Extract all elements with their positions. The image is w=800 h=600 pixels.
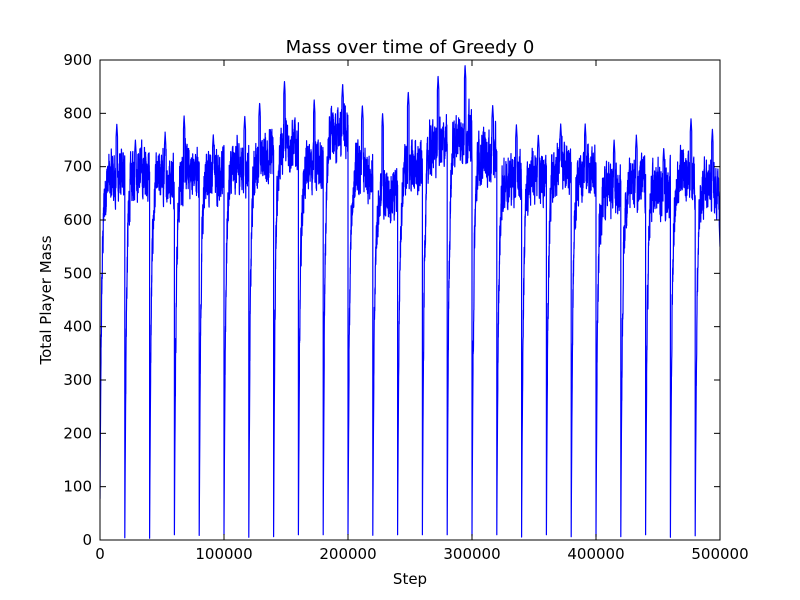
y-tick-label: 900	[63, 51, 92, 69]
series-group	[100, 65, 720, 539]
y-tick-label: 200	[63, 424, 92, 442]
x-tick-label: 200000	[319, 545, 376, 563]
y-tick-label: 500	[63, 264, 92, 282]
y-tick-label: 600	[63, 211, 92, 229]
y-tick-label: 0	[82, 531, 92, 549]
y-axis-title: Total Player Mass	[37, 235, 55, 365]
y-axis: 0 100 200 300 400 500 600 700 800 900	[63, 51, 720, 549]
y-tick-label: 100	[63, 478, 92, 496]
x-tick-label: 0	[95, 545, 105, 563]
x-axis-title: Step	[393, 570, 427, 588]
plot-area: 0 100000 200000 300000 400000 500000 0 100 200 3…	[63, 51, 748, 563]
x-tick-label: 300000	[443, 545, 500, 563]
series-line	[100, 65, 720, 539]
y-tick-label: 700	[63, 158, 92, 176]
x-axis: 0 100000 200000 300000 400000 500000	[95, 60, 749, 563]
x-tick-label: 100000	[195, 545, 252, 563]
y-tick-label: 300	[63, 371, 92, 389]
x-tick-label: 500000	[691, 545, 748, 563]
x-tick-label: 400000	[567, 545, 624, 563]
chart-title: Mass over time of Greedy 0	[286, 37, 535, 58]
y-tick-label: 400	[63, 318, 92, 336]
plot-frame	[99, 59, 721, 541]
y-tick-label: 800	[63, 104, 92, 122]
